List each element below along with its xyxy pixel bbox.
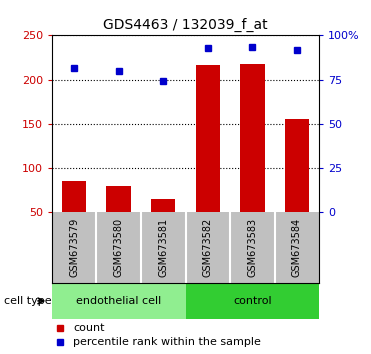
Text: endothelial cell: endothelial cell [76,296,161,306]
Text: GSM673580: GSM673580 [114,218,124,278]
Bar [285,119,309,212]
Bar [62,181,86,212]
Bar [151,199,175,212]
Text: GSM673583: GSM673583 [247,218,257,278]
Title: GDS4463 / 132039_f_at: GDS4463 / 132039_f_at [103,17,268,32]
Text: GSM673579: GSM673579 [69,218,79,278]
Bar [52,283,186,319]
Text: cell type: cell type [4,296,51,306]
Text: control: control [233,296,272,306]
Bar [240,64,265,212]
Bar [106,186,131,212]
Text: GSM673582: GSM673582 [203,218,213,278]
Bar [186,283,319,319]
Text: percentile rank within the sample: percentile rank within the sample [73,337,261,348]
Text: GSM673584: GSM673584 [292,218,302,278]
Text: count: count [73,322,105,332]
Bar [196,65,220,212]
Text: GSM673581: GSM673581 [158,218,168,278]
